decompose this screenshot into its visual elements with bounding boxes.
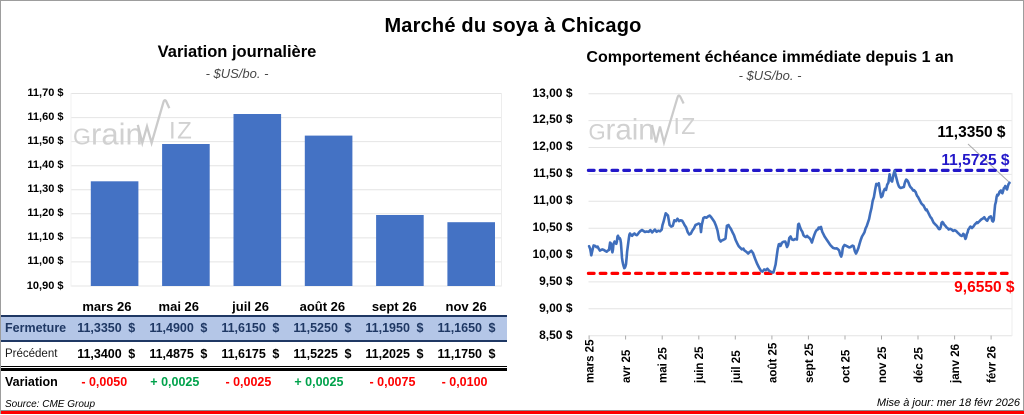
svg-text:sept 25: sept 25 <box>804 343 816 383</box>
svg-text:avr 25: avr 25 <box>621 349 633 383</box>
svg-text:IZ: IZ <box>674 113 697 139</box>
svg-text:juin 25: juin 25 <box>694 346 706 384</box>
svg-text:G: G <box>73 123 91 149</box>
svg-text:févr 26: févr 26 <box>987 346 999 383</box>
svg-text:mai 25: mai 25 <box>658 347 670 383</box>
svg-text:G: G <box>589 119 606 144</box>
svg-text:rain: rain <box>91 116 143 151</box>
svg-text:mars 25: mars 25 <box>585 339 597 383</box>
svg-text:janv 26: janv 26 <box>950 344 962 384</box>
svg-text:déc 25: déc 25 <box>914 347 926 383</box>
svg-text:juil 25: juil 25 <box>731 350 743 384</box>
svg-text:IZ: IZ <box>169 118 193 145</box>
svg-text:rain: rain <box>606 113 655 146</box>
svg-text:août 25: août 25 <box>767 342 779 383</box>
svg-text:nov 25: nov 25 <box>877 346 889 383</box>
svg-text:oct 25: oct 25 <box>841 349 853 383</box>
